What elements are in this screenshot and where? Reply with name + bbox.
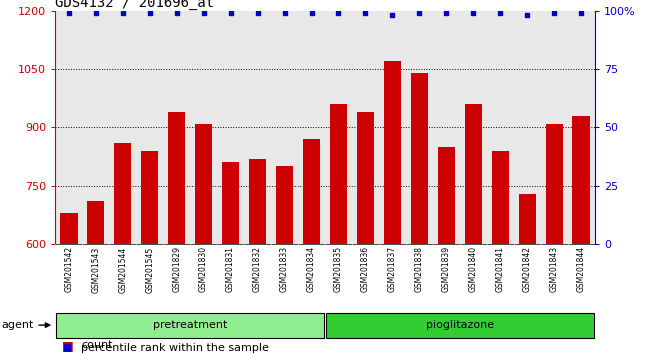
Bar: [141, 151, 159, 244]
Text: pioglitazone: pioglitazone: [426, 320, 494, 330]
Bar: [87, 201, 105, 244]
Text: GSM201829: GSM201829: [172, 246, 181, 292]
Bar: [168, 112, 185, 244]
Text: GSM201543: GSM201543: [91, 246, 100, 292]
Bar: [60, 213, 77, 244]
Bar: [491, 151, 509, 244]
Bar: [357, 112, 374, 244]
Bar: [465, 104, 482, 244]
Text: GSM201841: GSM201841: [496, 246, 505, 292]
FancyBboxPatch shape: [56, 313, 324, 338]
FancyBboxPatch shape: [326, 313, 594, 338]
Text: GSM201835: GSM201835: [334, 246, 343, 292]
Text: ■: ■: [62, 343, 71, 353]
Text: GSM201544: GSM201544: [118, 246, 127, 292]
Text: pretreatment: pretreatment: [153, 320, 228, 330]
Text: GSM201542: GSM201542: [64, 246, 73, 292]
Text: GSM201842: GSM201842: [523, 246, 532, 292]
Text: GSM201834: GSM201834: [307, 246, 316, 292]
Text: GSM201837: GSM201837: [388, 246, 397, 292]
Text: GSM201844: GSM201844: [577, 246, 586, 292]
Bar: [222, 162, 239, 244]
Bar: [249, 159, 266, 244]
Text: agent: agent: [1, 320, 50, 330]
Bar: [437, 147, 455, 244]
Text: GSM201832: GSM201832: [253, 246, 262, 292]
Text: ■: ■: [62, 339, 73, 352]
Text: count: count: [81, 340, 112, 350]
Bar: [411, 73, 428, 244]
Text: GSM201839: GSM201839: [442, 246, 451, 292]
Text: GSM201833: GSM201833: [280, 246, 289, 292]
Text: GSM201838: GSM201838: [415, 246, 424, 292]
Bar: [519, 194, 536, 244]
Bar: [573, 116, 590, 244]
Bar: [384, 61, 401, 244]
Text: GSM201545: GSM201545: [145, 246, 154, 292]
Text: percentile rank within the sample: percentile rank within the sample: [81, 343, 269, 353]
Text: GSM201843: GSM201843: [550, 246, 559, 292]
Bar: [303, 139, 320, 244]
Bar: [195, 124, 213, 244]
Text: GSM201831: GSM201831: [226, 246, 235, 292]
Text: GDS4132 / 201696_at: GDS4132 / 201696_at: [55, 0, 214, 10]
Text: GSM201840: GSM201840: [469, 246, 478, 292]
Bar: [114, 143, 131, 244]
Bar: [330, 104, 347, 244]
Bar: [276, 166, 293, 244]
Text: GSM201830: GSM201830: [199, 246, 208, 292]
Bar: [545, 124, 563, 244]
Text: GSM201836: GSM201836: [361, 246, 370, 292]
